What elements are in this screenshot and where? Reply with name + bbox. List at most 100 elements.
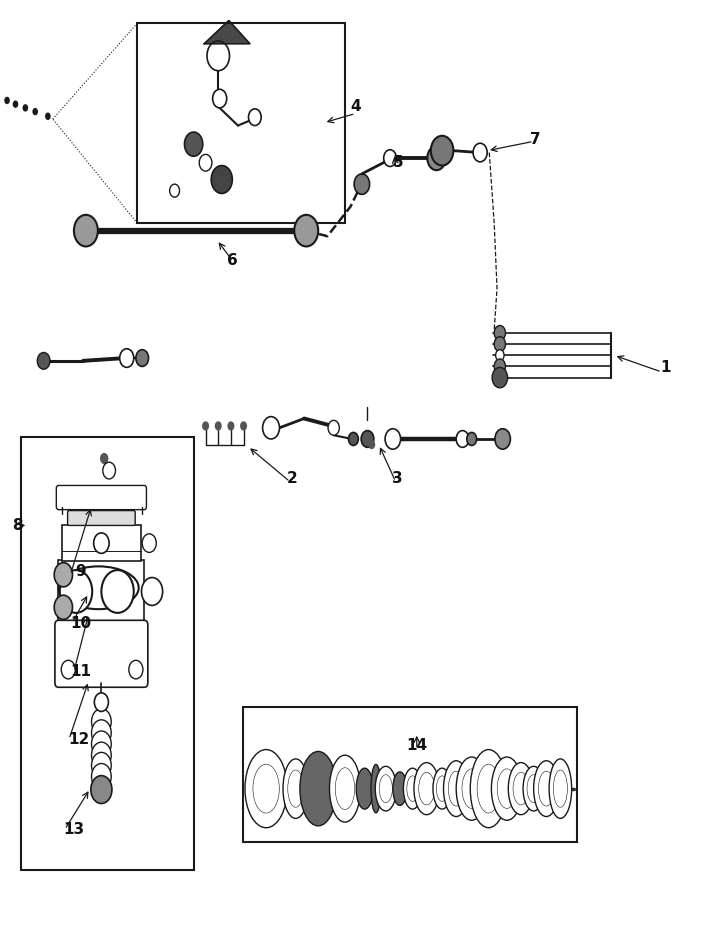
Circle shape — [368, 440, 375, 449]
Circle shape — [170, 184, 180, 197]
Text: 13: 13 — [63, 822, 84, 837]
Circle shape — [142, 578, 163, 605]
Bar — [62, 525, 141, 561]
Ellipse shape — [553, 770, 567, 807]
Circle shape — [213, 89, 227, 108]
Circle shape — [100, 453, 108, 464]
Text: 14: 14 — [406, 738, 427, 753]
Circle shape — [4, 97, 10, 104]
Circle shape — [492, 367, 508, 388]
Ellipse shape — [513, 772, 529, 805]
Circle shape — [467, 432, 477, 445]
Circle shape — [202, 421, 209, 431]
Circle shape — [494, 337, 505, 352]
Ellipse shape — [414, 763, 439, 815]
Ellipse shape — [288, 770, 303, 807]
Ellipse shape — [549, 759, 572, 818]
Text: 9: 9 — [75, 565, 87, 579]
Text: 6: 6 — [227, 253, 238, 268]
Circle shape — [101, 570, 134, 613]
Ellipse shape — [523, 766, 544, 811]
Ellipse shape — [356, 768, 373, 809]
Ellipse shape — [539, 771, 554, 806]
Text: 7: 7 — [529, 132, 541, 147]
Circle shape — [37, 352, 50, 369]
Text: 2: 2 — [287, 472, 298, 486]
Circle shape — [103, 462, 115, 479]
Ellipse shape — [491, 757, 522, 820]
FancyBboxPatch shape — [68, 511, 135, 525]
Ellipse shape — [448, 771, 464, 806]
Ellipse shape — [283, 759, 308, 818]
Ellipse shape — [477, 764, 500, 813]
Circle shape — [494, 359, 505, 374]
Circle shape — [354, 174, 370, 194]
FancyBboxPatch shape — [55, 620, 148, 687]
Text: 4: 4 — [350, 100, 361, 114]
Circle shape — [92, 731, 111, 757]
Circle shape — [61, 660, 75, 679]
Circle shape — [23, 104, 28, 112]
Ellipse shape — [371, 764, 381, 813]
Circle shape — [263, 417, 279, 439]
Ellipse shape — [407, 776, 418, 802]
FancyBboxPatch shape — [56, 485, 146, 510]
Circle shape — [215, 421, 222, 431]
Ellipse shape — [470, 750, 507, 828]
Text: 3: 3 — [392, 472, 403, 486]
Circle shape — [136, 350, 149, 366]
Circle shape — [227, 421, 234, 431]
Circle shape — [207, 41, 230, 71]
Circle shape — [92, 742, 111, 768]
Ellipse shape — [375, 766, 396, 811]
Ellipse shape — [508, 763, 534, 815]
Ellipse shape — [534, 761, 559, 817]
Ellipse shape — [329, 755, 360, 822]
Circle shape — [473, 143, 487, 162]
Ellipse shape — [419, 772, 434, 805]
Circle shape — [361, 431, 374, 447]
Circle shape — [142, 534, 156, 552]
Ellipse shape — [300, 751, 337, 826]
Circle shape — [32, 108, 38, 115]
Circle shape — [60, 570, 92, 613]
Ellipse shape — [403, 768, 422, 809]
Ellipse shape — [253, 764, 279, 813]
Circle shape — [120, 349, 134, 367]
Circle shape — [94, 533, 109, 553]
Circle shape — [385, 429, 401, 449]
Ellipse shape — [58, 566, 139, 609]
Circle shape — [495, 429, 510, 449]
Circle shape — [184, 132, 203, 156]
Text: 1: 1 — [660, 360, 670, 375]
Circle shape — [328, 420, 339, 435]
Ellipse shape — [393, 772, 407, 805]
Circle shape — [348, 432, 358, 445]
Bar — [137, 23, 345, 223]
Ellipse shape — [433, 768, 451, 809]
Circle shape — [211, 166, 232, 193]
Circle shape — [13, 100, 18, 108]
Ellipse shape — [444, 761, 469, 817]
Circle shape — [92, 709, 111, 735]
Text: 11: 11 — [70, 664, 92, 679]
Ellipse shape — [379, 775, 392, 803]
Circle shape — [92, 752, 111, 778]
Text: 5: 5 — [392, 155, 403, 170]
Circle shape — [427, 146, 446, 170]
Circle shape — [494, 326, 505, 340]
Circle shape — [431, 136, 453, 166]
Circle shape — [92, 720, 111, 746]
Circle shape — [240, 421, 247, 431]
Ellipse shape — [527, 775, 540, 803]
Circle shape — [129, 660, 143, 679]
Ellipse shape — [436, 776, 448, 802]
Ellipse shape — [456, 757, 487, 820]
Text: 12: 12 — [68, 732, 89, 747]
Bar — [243, 707, 577, 842]
Circle shape — [74, 215, 98, 246]
Circle shape — [294, 215, 318, 246]
Circle shape — [496, 350, 504, 361]
Circle shape — [91, 776, 112, 804]
Ellipse shape — [462, 769, 482, 808]
